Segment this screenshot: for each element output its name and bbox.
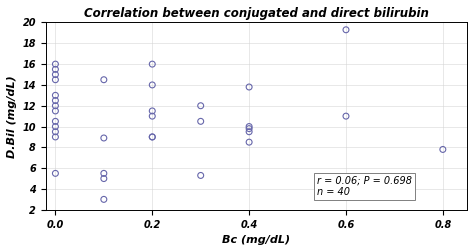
Point	[246, 127, 253, 131]
Point	[52, 78, 59, 82]
Point	[52, 99, 59, 103]
Point	[246, 85, 253, 89]
Point	[148, 109, 156, 113]
Point	[100, 171, 108, 175]
Point	[52, 135, 59, 139]
Point	[52, 119, 59, 123]
Point	[52, 73, 59, 77]
Point	[100, 197, 108, 201]
Point	[246, 140, 253, 144]
Point	[52, 171, 59, 175]
Point	[197, 104, 204, 108]
Y-axis label: D.Bil (mg/dL): D.Bil (mg/dL)	[7, 75, 17, 158]
Point	[148, 135, 156, 139]
Point	[197, 173, 204, 177]
Point	[148, 135, 156, 139]
Point	[100, 78, 108, 82]
Title: Correlation between conjugated and direct bilirubin: Correlation between conjugated and direc…	[84, 7, 429, 20]
Point	[100, 177, 108, 181]
Point	[52, 104, 59, 108]
Point	[52, 67, 59, 71]
Point	[148, 62, 156, 66]
Point	[52, 109, 59, 113]
Point	[148, 114, 156, 118]
Text: r = 0.06; P = 0.698
n = 40: r = 0.06; P = 0.698 n = 40	[317, 176, 412, 197]
Point	[52, 93, 59, 97]
Point	[439, 147, 447, 151]
Point	[100, 136, 108, 140]
Point	[246, 130, 253, 134]
Point	[52, 62, 59, 66]
Point	[342, 28, 350, 32]
Point	[52, 124, 59, 129]
Point	[52, 130, 59, 134]
Point	[342, 114, 350, 118]
Point	[148, 83, 156, 87]
Point	[197, 119, 204, 123]
X-axis label: Bc (mg/dL): Bc (mg/dL)	[222, 235, 291, 245]
Point	[246, 124, 253, 129]
